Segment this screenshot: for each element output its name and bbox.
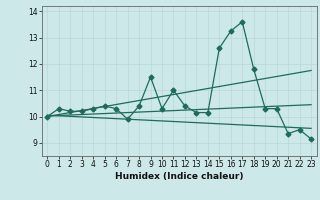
X-axis label: Humidex (Indice chaleur): Humidex (Indice chaleur): [115, 172, 244, 181]
